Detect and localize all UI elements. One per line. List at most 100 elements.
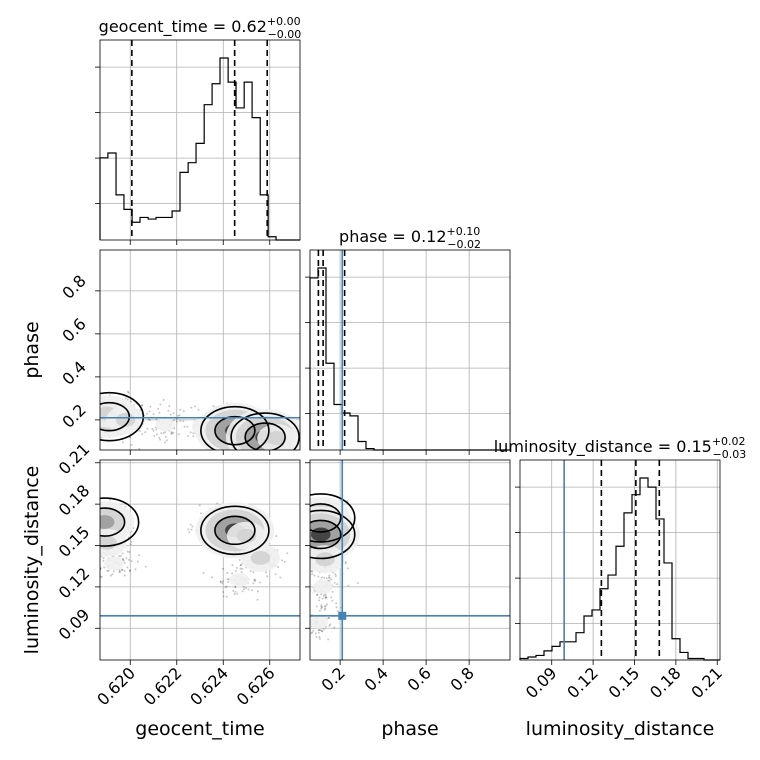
sample-point <box>276 455 278 457</box>
sample-point <box>239 567 242 570</box>
sample-point <box>187 528 190 531</box>
y-tick-label: 0.21 <box>55 440 94 479</box>
sample-point <box>335 602 338 605</box>
sample-point <box>305 575 307 577</box>
sample-point <box>258 581 261 584</box>
sample-point <box>323 576 326 579</box>
sample-point <box>307 591 309 593</box>
sample-point <box>96 393 98 395</box>
sample-point <box>178 414 181 417</box>
sample-point <box>265 455 267 457</box>
sample-point <box>152 429 155 432</box>
sample-point <box>138 430 141 433</box>
sample-point <box>98 555 100 557</box>
sample-point <box>304 561 306 563</box>
sample-point <box>275 535 278 538</box>
ylabel-phase: phase <box>21 321 43 378</box>
contour-inner <box>310 503 342 533</box>
y-tick-label: 0.12 <box>55 564 94 603</box>
sample-point <box>162 431 165 434</box>
x-tick-label: 0.6 <box>404 663 435 694</box>
sample-point <box>227 578 230 581</box>
sample-point <box>244 451 246 453</box>
sample-point <box>241 567 244 570</box>
vertical-gridlines <box>551 460 718 660</box>
sample-point <box>108 498 111 501</box>
sample-point <box>95 411 97 413</box>
sample-point <box>100 566 102 569</box>
panel-hist-luminosity-distance: 0.09 0.12 0.15 0.18 0.21 <box>515 459 726 702</box>
sample-point <box>153 434 156 437</box>
contour-inner <box>244 422 286 450</box>
density-cell <box>266 431 287 446</box>
sample-point <box>123 569 126 572</box>
density-cell <box>155 417 175 432</box>
sample-point <box>90 418 92 420</box>
contour-inner <box>100 401 131 432</box>
sample-point <box>356 581 359 584</box>
sample-point <box>273 453 275 455</box>
sample-point <box>188 531 191 534</box>
sample-point <box>325 577 328 580</box>
sample-point <box>296 526 298 528</box>
sample-point <box>90 419 92 421</box>
sample-point <box>89 547 91 549</box>
sample-point <box>191 525 194 528</box>
sample-point <box>124 397 127 400</box>
sample-point <box>95 561 97 563</box>
sample-point <box>138 554 141 557</box>
sample-point <box>172 411 175 414</box>
sample-point <box>321 597 324 600</box>
sample-point <box>276 565 279 568</box>
sample-point <box>94 559 96 561</box>
x-tick-label: 0.620 <box>93 663 139 709</box>
sample-point <box>107 569 110 572</box>
sample-point <box>127 391 130 394</box>
sample-point <box>308 543 310 545</box>
sample-point <box>297 581 299 583</box>
sample-point <box>304 589 306 591</box>
sample-point <box>93 545 95 547</box>
sample-point <box>318 609 321 612</box>
sample-point <box>97 535 99 537</box>
sample-point <box>100 575 103 578</box>
sample-point <box>304 529 306 531</box>
sample-point <box>324 596 327 599</box>
xlabel-luminosity-distance: luminosity_distance <box>526 718 715 740</box>
sample-point <box>314 632 317 635</box>
sample-point <box>255 453 257 455</box>
sample-point <box>256 590 259 593</box>
sample-point <box>235 570 238 573</box>
sample-point <box>123 574 126 577</box>
sample-point <box>149 405 152 408</box>
sample-point <box>239 563 242 566</box>
sample-point <box>126 550 129 553</box>
sample-point <box>305 514 307 516</box>
sample-point <box>183 425 186 428</box>
sample-point <box>90 405 92 407</box>
panel-hist-phase <box>305 249 511 455</box>
sample-point <box>90 555 92 557</box>
sample-point <box>306 590 308 592</box>
sample-point <box>96 527 98 529</box>
sample-point <box>144 431 147 434</box>
sample-point <box>98 420 100 422</box>
sample-point <box>140 404 143 407</box>
sample-point <box>216 502 219 505</box>
sample-point <box>86 553 88 555</box>
sample-point <box>336 583 339 586</box>
sample-point <box>306 525 308 527</box>
sample-point <box>92 404 94 406</box>
sample-point <box>234 590 237 593</box>
sample-point <box>97 527 99 529</box>
sample-point <box>304 521 306 523</box>
sample-point <box>91 512 93 514</box>
sample-point <box>324 604 327 607</box>
sample-point <box>222 591 225 594</box>
sample-point <box>129 569 132 572</box>
sample-point <box>317 575 320 578</box>
y-tick-label: 0.2 <box>58 400 89 431</box>
x-tick-label: 0.21 <box>687 663 726 702</box>
sample-point <box>298 629 300 631</box>
y-tick-label: 0.4 <box>58 357 89 388</box>
